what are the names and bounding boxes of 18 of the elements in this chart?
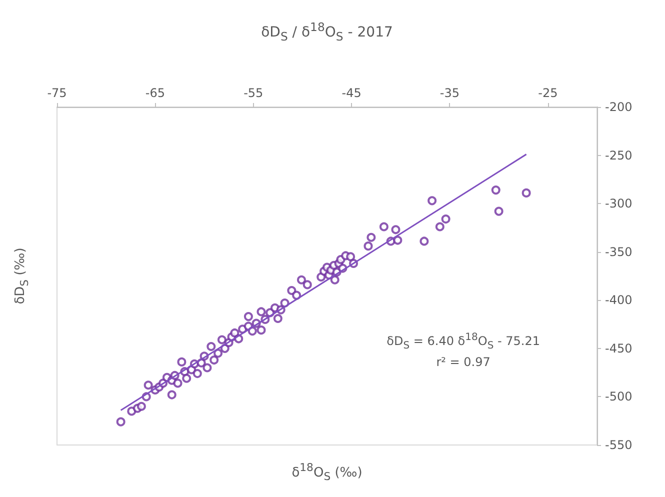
y-tick-label: -550: [605, 438, 632, 452]
y-tick-label: -250: [605, 148, 632, 162]
y-tick-label: -500: [605, 390, 632, 404]
y-tick-label: -350: [605, 244, 632, 259]
y-tick-label: -450: [605, 341, 632, 356]
x-tick-label: -55: [244, 86, 264, 100]
x-axis-title: δ$^{18}$O$_{S}$ (‰): [290, 461, 364, 483]
annotation: δD$_{S}$ = 6.40 δ$^{18}$O$_{S}$ - 75.21: [386, 331, 540, 354]
chart-title: δD$_{S}$ / δ$^{18}$O$_{S}$ - 2017: [260, 20, 394, 44]
x-tick-label: -35: [440, 86, 460, 100]
y-tick-label: -300: [605, 196, 632, 211]
x-tick-label: -25: [538, 86, 558, 100]
annotation: r² = 0.97: [435, 354, 492, 372]
y-tick-label: -400: [605, 293, 632, 308]
x-tick-label: -45: [342, 86, 362, 100]
x-tick-label: -65: [145, 86, 165, 100]
y-tick-label: -200: [605, 100, 632, 114]
x-tick-label: -75: [47, 86, 67, 100]
